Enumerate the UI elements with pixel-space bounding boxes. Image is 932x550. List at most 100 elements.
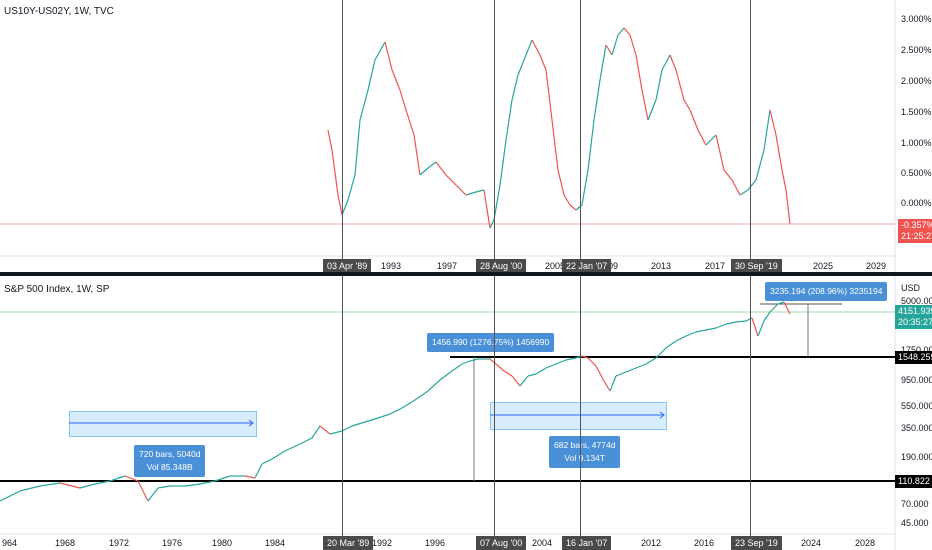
sp500-series <box>0 301 791 502</box>
price-segment <box>623 27 631 36</box>
price-segment <box>284 443 301 452</box>
vertical-line-2019[interactable] <box>750 276 751 550</box>
vertical-line-2000[interactable] <box>494 276 495 550</box>
range-right-vol: Vol 9.134T <box>564 453 606 463</box>
pane-divider[interactable] <box>0 272 932 276</box>
price-segment <box>405 109 415 136</box>
price-segment <box>59 482 81 489</box>
top-y-tick: 1.500% <box>901 107 932 117</box>
price-segment <box>451 363 463 372</box>
price-segment <box>511 375 521 387</box>
price-segment <box>254 463 263 479</box>
bottom-y-tick: 950.000 <box>901 375 932 385</box>
price-segment <box>511 74 519 101</box>
price-segment <box>527 373 537 377</box>
price-segment <box>331 149 339 196</box>
bottom-y-tick: 550.000 <box>901 401 932 411</box>
top-chart-pane[interactable]: US10Y-US02Y, 1W, TVC 3.000% 2.500% 2.000… <box>0 0 932 273</box>
price-segment <box>615 371 627 377</box>
price-segment <box>569 204 577 211</box>
price-segment <box>595 365 605 382</box>
price-segment <box>489 219 495 229</box>
price-segment <box>94 480 111 485</box>
price-segment <box>39 482 61 487</box>
bottom-y-tick: 70.000 <box>901 499 929 509</box>
price-segment <box>341 199 349 216</box>
price-segment <box>545 363 557 369</box>
measure-top-tooltip: 3235.194 (208.96%) 3235194 <box>765 282 888 301</box>
price-segment <box>593 79 601 121</box>
top-date-pill: 03 Apr '89 <box>323 259 372 273</box>
vertical-line-1989[interactable] <box>342 276 343 550</box>
price-segment <box>391 69 401 91</box>
price-segment <box>635 54 643 91</box>
top-x-tick: 2017 <box>705 261 726 271</box>
yield-spread-series <box>327 27 791 229</box>
price-segment <box>581 169 589 206</box>
date-range-box-right[interactable] <box>490 402 667 430</box>
top-y-tick: 2.000% <box>901 76 932 86</box>
price-segment <box>401 399 416 409</box>
price-segment <box>763 311 771 322</box>
vertical-line-2007[interactable] <box>580 276 581 550</box>
bottom-y-tick: 1750.000 <box>901 345 932 355</box>
price-segment <box>725 321 737 325</box>
price-segment <box>769 303 779 313</box>
price-segment <box>455 184 467 196</box>
bottom-y-tick: 45.000 <box>901 518 929 528</box>
price-segment <box>359 89 369 121</box>
price-segment <box>785 189 791 225</box>
price-segment <box>575 204 583 211</box>
top-x-tick: 2005 <box>545 261 566 271</box>
bottom-x-tick: 2004 <box>532 538 553 548</box>
top-last-value-badge: -0.357% 21:25:27 <box>898 219 932 243</box>
price-segment <box>605 44 613 56</box>
top-chart-canvas[interactable] <box>0 0 932 272</box>
price-segment <box>413 134 421 176</box>
price-segment <box>199 480 216 485</box>
top-x-tick: 2029 <box>866 261 887 271</box>
range-left-bars: 720 bars, 5040d <box>139 449 201 459</box>
price-segment <box>319 425 331 435</box>
bottom-x-tick: 1968 <box>55 538 76 548</box>
price-segment <box>489 358 497 365</box>
price-segment <box>414 390 429 401</box>
bottom-chart-pane[interactable]: S&P 500 Index, 1W, SP 720 bars, 5040d Vo… <box>0 276 932 550</box>
top-symbol-title: US10Y-US02Y, 1W, TVC <box>4 6 114 17</box>
price-segment <box>731 179 741 196</box>
price-segment <box>575 355 583 359</box>
vertical-line-1989[interactable] <box>342 0 343 272</box>
level-high-badge: 1548.259 <box>895 351 932 364</box>
vertical-line-2007[interactable] <box>580 0 581 272</box>
price-segment <box>495 363 505 372</box>
price-segment <box>214 475 231 482</box>
measure-mid-tooltip: 1456.990 (1276.75%) 1456990 <box>427 333 555 352</box>
vertical-line-2000[interactable] <box>494 0 495 272</box>
price-segment <box>0 490 21 502</box>
price-segment <box>655 69 663 101</box>
price-segment <box>525 39 533 56</box>
price-segment <box>705 327 717 331</box>
date-range-box-left[interactable] <box>69 411 257 437</box>
price-segment <box>445 174 457 186</box>
price-segment <box>661 54 671 71</box>
price-segment <box>271 450 286 460</box>
price-segment <box>19 485 41 492</box>
price-segment <box>705 134 717 146</box>
price-segment <box>329 430 343 435</box>
price-segment <box>683 99 691 111</box>
price-segment <box>629 34 637 56</box>
price-segment <box>695 329 707 333</box>
price-segment <box>599 44 607 81</box>
price-segment <box>551 119 559 171</box>
price-segment <box>244 475 256 479</box>
top-x-tick: 1997 <box>437 261 458 271</box>
top-x-tick: 1993 <box>381 261 402 271</box>
price-segment <box>625 367 637 373</box>
price-segment <box>645 357 657 365</box>
price-segment <box>581 355 589 359</box>
price-segment <box>261 458 273 465</box>
bottom-y-tick: 5000.000 <box>901 296 932 306</box>
vertical-line-2019[interactable] <box>750 0 751 272</box>
price-segment <box>461 360 471 365</box>
